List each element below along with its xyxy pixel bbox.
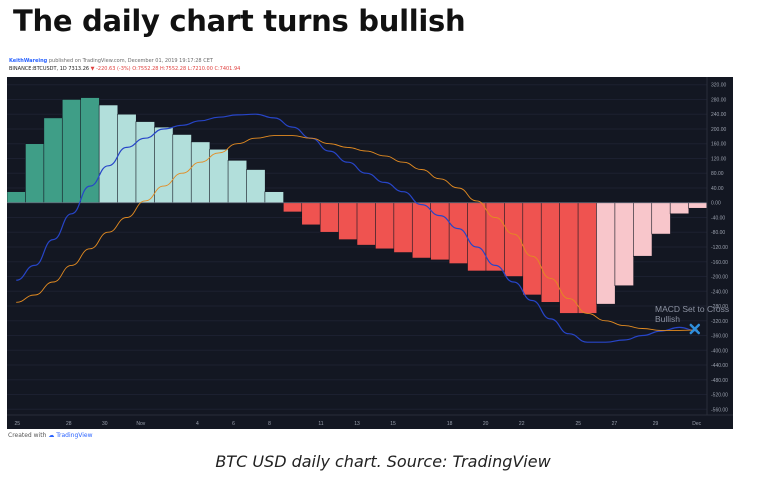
y-tick-label: 160.00 bbox=[711, 142, 727, 148]
histogram-bar bbox=[301, 202, 321, 226]
y-tick-label: -160.00 bbox=[711, 260, 728, 266]
y-tick-label: -240.00 bbox=[711, 289, 728, 295]
histogram-bar bbox=[80, 97, 100, 204]
image-caption: BTC USD daily chart. Source: TradingView bbox=[215, 452, 551, 471]
author-link[interactable]: KeithWareing bbox=[9, 58, 48, 64]
symbol-label: BINANCE:BTCUSDT, 1D bbox=[9, 66, 67, 72]
x-tick-label: 8 bbox=[268, 421, 271, 427]
histogram-bar bbox=[596, 202, 616, 305]
y-tick-label: 320.00 bbox=[711, 83, 727, 89]
histogram-bar bbox=[577, 202, 598, 314]
chart-symbol-line: BINANCE:BTCUSDT, 1D 7313.26 ▼ -220.63 (-… bbox=[9, 66, 240, 72]
x-tick-label: 28 bbox=[66, 421, 72, 427]
histogram-bar bbox=[651, 202, 671, 235]
histogram-bar bbox=[283, 202, 303, 213]
histogram-bar bbox=[559, 202, 579, 314]
macd-plot-area[interactable]: 320.00 280.00 240.00 200.00 160.00 120.00 80.0… bbox=[7, 77, 733, 429]
chart-publish-line: KeithWareing published on TradingView.co… bbox=[9, 58, 213, 64]
histogram-bar bbox=[25, 143, 45, 204]
histogram-bar bbox=[264, 191, 284, 204]
histogram-bar bbox=[43, 117, 63, 204]
ohlc-values: O:7552.28 H:7552.28 L:7210.00 C:7401.94 bbox=[132, 66, 241, 72]
y-tick-label: -560.00 bbox=[711, 407, 728, 413]
y-tick-label: 40.00 bbox=[711, 186, 724, 192]
x-tick-label: 25 bbox=[15, 421, 21, 427]
signal-line bbox=[16, 135, 698, 331]
y-tick-label: 280.00 bbox=[711, 97, 727, 103]
x-tick-label: 15 bbox=[390, 421, 396, 427]
histogram-bar bbox=[209, 148, 229, 204]
y-tick-label: -40.00 bbox=[711, 215, 725, 221]
price-axis[interactable] bbox=[707, 77, 733, 429]
publish-info: published on TradingView.com, December 0… bbox=[48, 58, 213, 64]
x-tick-label: 4 bbox=[196, 421, 199, 427]
y-tick-label: 240.00 bbox=[711, 112, 727, 118]
histogram-bar bbox=[522, 202, 542, 296]
histogram-bar bbox=[154, 126, 174, 204]
histogram-bar bbox=[319, 202, 340, 233]
histogram-bar bbox=[338, 202, 358, 240]
x-tick-label: 6 bbox=[232, 421, 235, 427]
y-tick-label: -400.00 bbox=[711, 348, 728, 354]
histogram-bar bbox=[98, 104, 119, 204]
histogram-bar bbox=[117, 113, 137, 204]
cross-marker-icon bbox=[689, 323, 701, 335]
y-tick-label: -320.00 bbox=[711, 319, 728, 325]
x-tick-label: 25 bbox=[576, 421, 582, 427]
histogram-bar bbox=[669, 202, 690, 215]
y-tick-label: -520.00 bbox=[711, 393, 728, 399]
credit-brand[interactable]: TradingView bbox=[56, 432, 93, 439]
histogram-bar bbox=[430, 202, 450, 261]
y-tick-label: -440.00 bbox=[711, 363, 728, 369]
annotation-line-2: Bullish bbox=[655, 314, 680, 324]
credit-prefix: Created with bbox=[8, 432, 47, 439]
x-tick-label: 18 bbox=[447, 421, 453, 427]
x-tick-label: 13 bbox=[354, 421, 360, 427]
histogram-bar bbox=[375, 202, 395, 250]
cross-marker-stroke bbox=[689, 323, 701, 335]
chart-panel: KeithWareing published on TradingView.co… bbox=[7, 55, 733, 429]
macd-line bbox=[16, 113, 698, 343]
y-tick-label: -120.00 bbox=[711, 245, 728, 251]
histogram-bar bbox=[61, 99, 82, 204]
histogram-bar bbox=[227, 160, 248, 204]
histogram-bar bbox=[246, 169, 266, 204]
x-tick-label: 20 bbox=[483, 421, 489, 427]
histogram-bar bbox=[633, 202, 653, 257]
macd-chart: 320.00280.00240.00200.00160.00120.0080.0… bbox=[7, 77, 733, 429]
histogram-bar bbox=[411, 202, 432, 259]
y-tick-label: 0.00 bbox=[711, 201, 721, 207]
annotation-line-1: MACD Set to Cross bbox=[655, 304, 729, 314]
y-tick-label: -200.00 bbox=[711, 275, 728, 281]
x-tick-label: 29 bbox=[653, 421, 659, 427]
histogram-bar bbox=[614, 202, 634, 287]
y-tick-label: 200.00 bbox=[711, 127, 727, 133]
histogram-bar bbox=[7, 191, 27, 204]
y-tick-label: -80.00 bbox=[711, 230, 725, 236]
last-price: 7313.26 bbox=[68, 66, 90, 72]
histogram-bar bbox=[135, 121, 155, 204]
tradingview-credit: Created with ☁ TradingView bbox=[8, 432, 93, 439]
histogram-bar bbox=[688, 202, 708, 209]
y-tick-label: -480.00 bbox=[711, 378, 728, 384]
x-tick-label: 27 bbox=[612, 421, 618, 427]
histogram-bar bbox=[540, 202, 561, 303]
y-tick-label: 120.00 bbox=[711, 156, 727, 162]
histogram-bar bbox=[190, 141, 211, 204]
histogram-bar bbox=[356, 202, 377, 246]
x-tick-label: 22 bbox=[519, 421, 525, 427]
price-change: ▼ -220.63 (-3%) bbox=[90, 66, 131, 72]
x-tick-label: Dec bbox=[692, 421, 701, 427]
x-tick-label: 30 bbox=[102, 421, 108, 427]
headline: The daily chart turns bullish bbox=[13, 4, 466, 38]
histogram-bar bbox=[393, 202, 413, 253]
tradingview-logo-icon: ☁ bbox=[48, 432, 55, 439]
x-tick-label: Nov bbox=[136, 421, 145, 427]
y-tick-label: -360.00 bbox=[711, 334, 728, 340]
y-tick-label: 80.00 bbox=[711, 171, 724, 177]
x-tick-label: 11 bbox=[318, 421, 323, 427]
histogram-bar bbox=[467, 202, 487, 272]
y-tick-label: -280.00 bbox=[711, 304, 728, 310]
histogram-bar bbox=[172, 134, 192, 204]
